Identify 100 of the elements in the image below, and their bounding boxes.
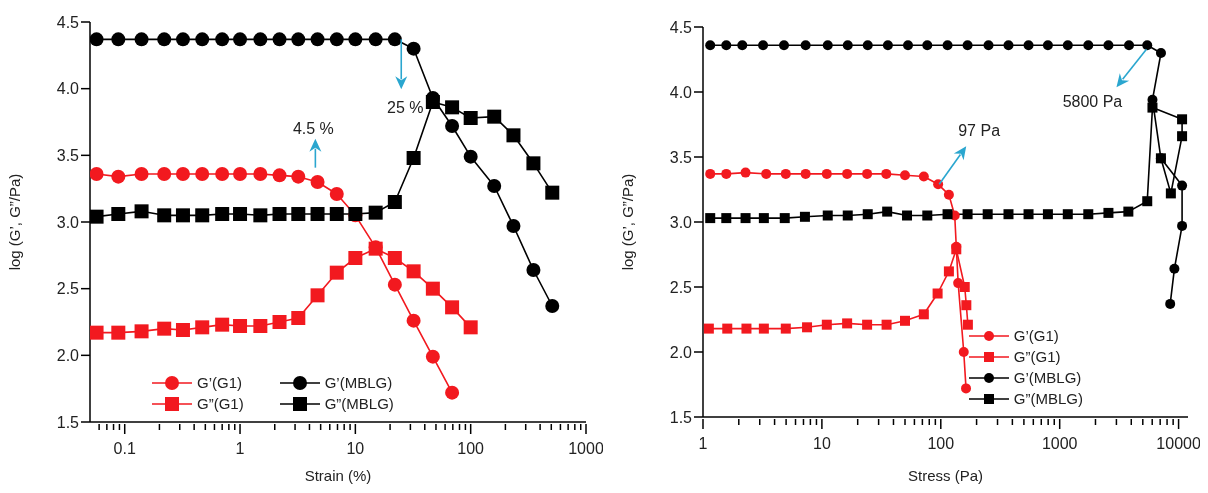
legend-label: G”(MBLG) [324,395,394,412]
point [445,300,460,315]
point [406,313,421,328]
y-tick-label: 4.5 [56,13,80,31]
point [291,32,306,47]
point [253,32,268,47]
point [387,277,402,292]
point [272,32,287,47]
point [157,321,172,336]
point [195,208,210,223]
y-tick-label: 4.5 [669,18,693,36]
y-tick-label: 1.5 [669,408,693,426]
x-tick-label: 100 [457,440,485,457]
point [445,119,460,133]
x-tick-label: 1 [235,440,245,457]
legend-label: G”(MBLG) [1013,390,1083,407]
point [233,319,248,333]
point [329,207,344,221]
point [329,265,344,280]
point [233,167,248,181]
point [445,100,460,115]
x-tick-label: 100 [927,435,955,452]
point [445,385,460,400]
point [253,319,268,333]
point [195,320,210,335]
y-tick-label: 2.5 [56,280,80,298]
point [195,32,210,47]
point [215,167,230,181]
annotation: 4.5 % [292,119,334,137]
point [463,149,478,164]
legend-label: G’(MBLG) [324,374,393,391]
x-tick-label: 10 [813,435,831,452]
point [291,207,306,221]
point [406,264,421,279]
legend-label: G”(G1) [197,395,244,412]
point [406,41,421,56]
point [175,167,190,181]
point [215,317,230,332]
point [310,175,325,189]
y-tick-label: 2.0 [669,343,693,361]
point [253,167,268,181]
x-tick-label: 1 [698,435,708,452]
x-tick-label: 10 [346,440,365,457]
point [310,288,325,303]
point [215,32,230,47]
legend-label: G’(G1) [197,374,242,391]
y-axis-title: log (G’, G”/Pa) [6,173,24,271]
point [348,251,363,265]
point [463,320,478,335]
y-axis-title: log (G’, G”/Pa) [619,173,637,271]
y-tick-label: 3.5 [56,147,80,165]
point [215,207,230,221]
x-tick-label: 1000 [568,440,604,457]
x-tick-label: 10000 [1156,435,1201,452]
point [291,311,306,325]
point [310,32,325,47]
x-axis-title: Stress (Pa) [907,467,984,484]
point [425,95,440,109]
annotation: 5800 Pa [1062,93,1123,111]
point [387,251,402,265]
legend-label: G’(MBLG) [1013,369,1082,386]
y-tick-label: 1.5 [56,413,80,431]
point [291,169,306,184]
point [425,281,440,296]
x-axis-title: Strain (%) [304,467,372,484]
y-tick-label: 2.0 [56,347,80,365]
point [329,32,344,47]
point [329,187,344,201]
point [387,195,402,209]
point [272,168,287,183]
point [310,207,325,221]
x-tick-label: 1000 [1041,435,1078,452]
point [175,323,190,337]
y-tick-label: 4.0 [669,83,693,101]
y-tick-label: 3.5 [669,148,693,166]
annotation: 25 % [387,99,424,117]
y-tick-label: 3.0 [56,213,80,231]
point [387,32,402,47]
point [368,205,383,220]
point [195,167,210,181]
y-tick-label: 4.0 [56,80,80,98]
point [233,32,248,47]
point [175,208,190,223]
point [368,32,383,47]
point [272,315,287,329]
x-tick-label: 0.1 [113,440,136,457]
point [406,151,421,165]
point [233,207,248,221]
y-tick-label: 2.5 [669,278,693,296]
point [272,207,287,221]
point [463,111,478,125]
point [157,32,172,47]
annotation: 97 Pa [958,122,1001,140]
point [157,167,172,181]
point [253,208,268,223]
point [175,32,190,47]
legend-label: G”(G1) [1013,348,1061,365]
y-tick-label: 3.0 [669,213,693,231]
point [425,349,440,364]
point [348,32,363,47]
